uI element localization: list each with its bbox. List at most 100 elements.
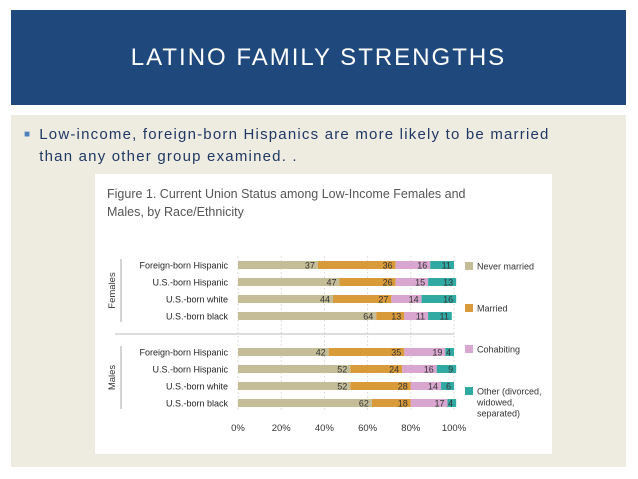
chart-title-line-1: Figure 1. Current Union Status among Low… bbox=[107, 187, 466, 201]
data-label: 52 bbox=[337, 382, 347, 392]
data-label: 24 bbox=[389, 365, 399, 375]
data-label: 15 bbox=[415, 278, 425, 288]
x-tick-label: 100% bbox=[442, 423, 467, 434]
x-tick-label: 0% bbox=[231, 423, 245, 434]
data-label: 64 bbox=[363, 312, 373, 322]
data-label: 4 bbox=[448, 399, 453, 409]
bar-segment bbox=[436, 365, 457, 373]
category-label: U.S.-born Hispanic bbox=[152, 278, 228, 288]
category-label: U.S.-born white bbox=[166, 295, 228, 305]
bar-segment bbox=[238, 348, 329, 356]
bullet-item: ■ Low-income, foreign-born Hispanics are… bbox=[24, 124, 584, 168]
data-label: 14 bbox=[428, 382, 438, 392]
bar-segment bbox=[238, 399, 372, 407]
data-label: 18 bbox=[398, 399, 408, 409]
bar-segment bbox=[328, 348, 405, 356]
data-label: 17 bbox=[435, 399, 445, 409]
bar-segment bbox=[395, 278, 429, 286]
data-label: 62 bbox=[359, 399, 369, 409]
bar-segment bbox=[428, 312, 452, 320]
data-label: 28 bbox=[398, 382, 408, 392]
data-label: 44 bbox=[320, 295, 330, 305]
group-label: Males bbox=[107, 365, 118, 391]
bar-segment bbox=[402, 365, 437, 373]
title-bar: LATINO FAMILY STRENGTHS bbox=[11, 10, 626, 105]
bar-segment bbox=[445, 348, 454, 356]
chart-figure: Figure 1. Current Union Status among Low… bbox=[95, 174, 552, 454]
data-label: 36 bbox=[383, 261, 393, 271]
legend-label: Never married bbox=[477, 262, 534, 272]
bar-segment bbox=[238, 312, 377, 320]
bar-segment bbox=[238, 278, 340, 286]
stacked-bar-chart: Figure 1. Current Union Status among Low… bbox=[107, 187, 542, 434]
data-label: 9 bbox=[448, 365, 453, 375]
bar-segment bbox=[350, 365, 403, 373]
x-tick-label: 80% bbox=[401, 423, 421, 434]
bullet-square-icon: ■ bbox=[24, 129, 32, 140]
data-label: 27 bbox=[378, 295, 388, 305]
category-label: U.S.-born Hispanic bbox=[152, 365, 228, 375]
bar-segment bbox=[404, 348, 446, 356]
data-label: 52 bbox=[337, 365, 347, 375]
legend-label-line: separated) bbox=[477, 409, 520, 419]
data-label: 16 bbox=[417, 261, 427, 271]
bar-segment bbox=[371, 399, 411, 407]
category-label: U.S.-born black bbox=[166, 399, 229, 409]
data-label: 26 bbox=[383, 278, 393, 288]
bullet-text: Low-income, foreign-born Hispanics are m… bbox=[39, 126, 550, 165]
category-label: U.S.-born black bbox=[166, 312, 229, 322]
bar-segment bbox=[238, 365, 351, 373]
bar-segment bbox=[333, 295, 392, 303]
bar-segment bbox=[441, 382, 454, 390]
bar-segment bbox=[395, 261, 431, 269]
data-label: 13 bbox=[391, 312, 401, 322]
bar-segment bbox=[350, 382, 411, 390]
data-label: 37 bbox=[305, 261, 315, 271]
bar-segment bbox=[391, 295, 422, 303]
data-label: 4 bbox=[446, 348, 451, 358]
bar-segment bbox=[376, 312, 405, 320]
data-label: 16 bbox=[424, 365, 434, 375]
legend-label: Other (divorced, widowed, separated) bbox=[476, 387, 542, 419]
chart-title-line-2: Males, by Race/Ethnicity bbox=[107, 205, 245, 219]
data-label: 35 bbox=[391, 348, 401, 358]
data-label: 11 bbox=[439, 312, 448, 322]
category-label: Foreign-born Hispanic bbox=[139, 261, 228, 271]
data-label: 11 bbox=[442, 261, 451, 271]
data-label: 42 bbox=[316, 348, 326, 358]
bar-segment bbox=[430, 261, 454, 269]
slide-title: LATINO FAMILY STRENGTHS bbox=[130, 43, 507, 71]
bar-segment bbox=[317, 261, 396, 269]
category-label: U.S.-born white bbox=[166, 382, 228, 392]
data-label: 16 bbox=[443, 295, 453, 305]
legend-label: Cohabiting bbox=[477, 345, 520, 355]
bar-segment bbox=[238, 382, 351, 390]
bar-segment bbox=[238, 295, 334, 303]
bar-segment bbox=[447, 399, 457, 407]
bar-segment bbox=[238, 261, 318, 269]
legend-label: Married bbox=[477, 304, 508, 314]
legend-swatch bbox=[465, 262, 473, 270]
bar-segment bbox=[339, 278, 396, 286]
legend-swatch bbox=[465, 345, 473, 353]
legend-label-line: Other (divorced, bbox=[477, 387, 542, 397]
x-tick-label: 60% bbox=[358, 423, 378, 434]
group-label: Females bbox=[107, 272, 118, 309]
bar-segment bbox=[421, 295, 457, 303]
data-label: 14 bbox=[409, 295, 419, 305]
legend-swatch bbox=[465, 304, 473, 312]
bar-segment bbox=[410, 399, 448, 407]
category-label: Foreign-born Hispanic bbox=[139, 348, 228, 358]
data-label: 19 bbox=[432, 348, 442, 358]
data-label: 6 bbox=[446, 382, 451, 392]
bar-segment bbox=[410, 382, 442, 390]
x-tick-label: 40% bbox=[315, 423, 335, 434]
bar-segment bbox=[404, 312, 429, 320]
data-label: 11 bbox=[416, 312, 425, 322]
data-label: 13 bbox=[443, 278, 453, 288]
bar-segment bbox=[428, 278, 457, 286]
data-label: 47 bbox=[327, 278, 337, 288]
legend-label-line: widowed, bbox=[476, 398, 515, 408]
legend-swatch bbox=[465, 387, 473, 395]
x-tick-label: 20% bbox=[272, 423, 292, 434]
